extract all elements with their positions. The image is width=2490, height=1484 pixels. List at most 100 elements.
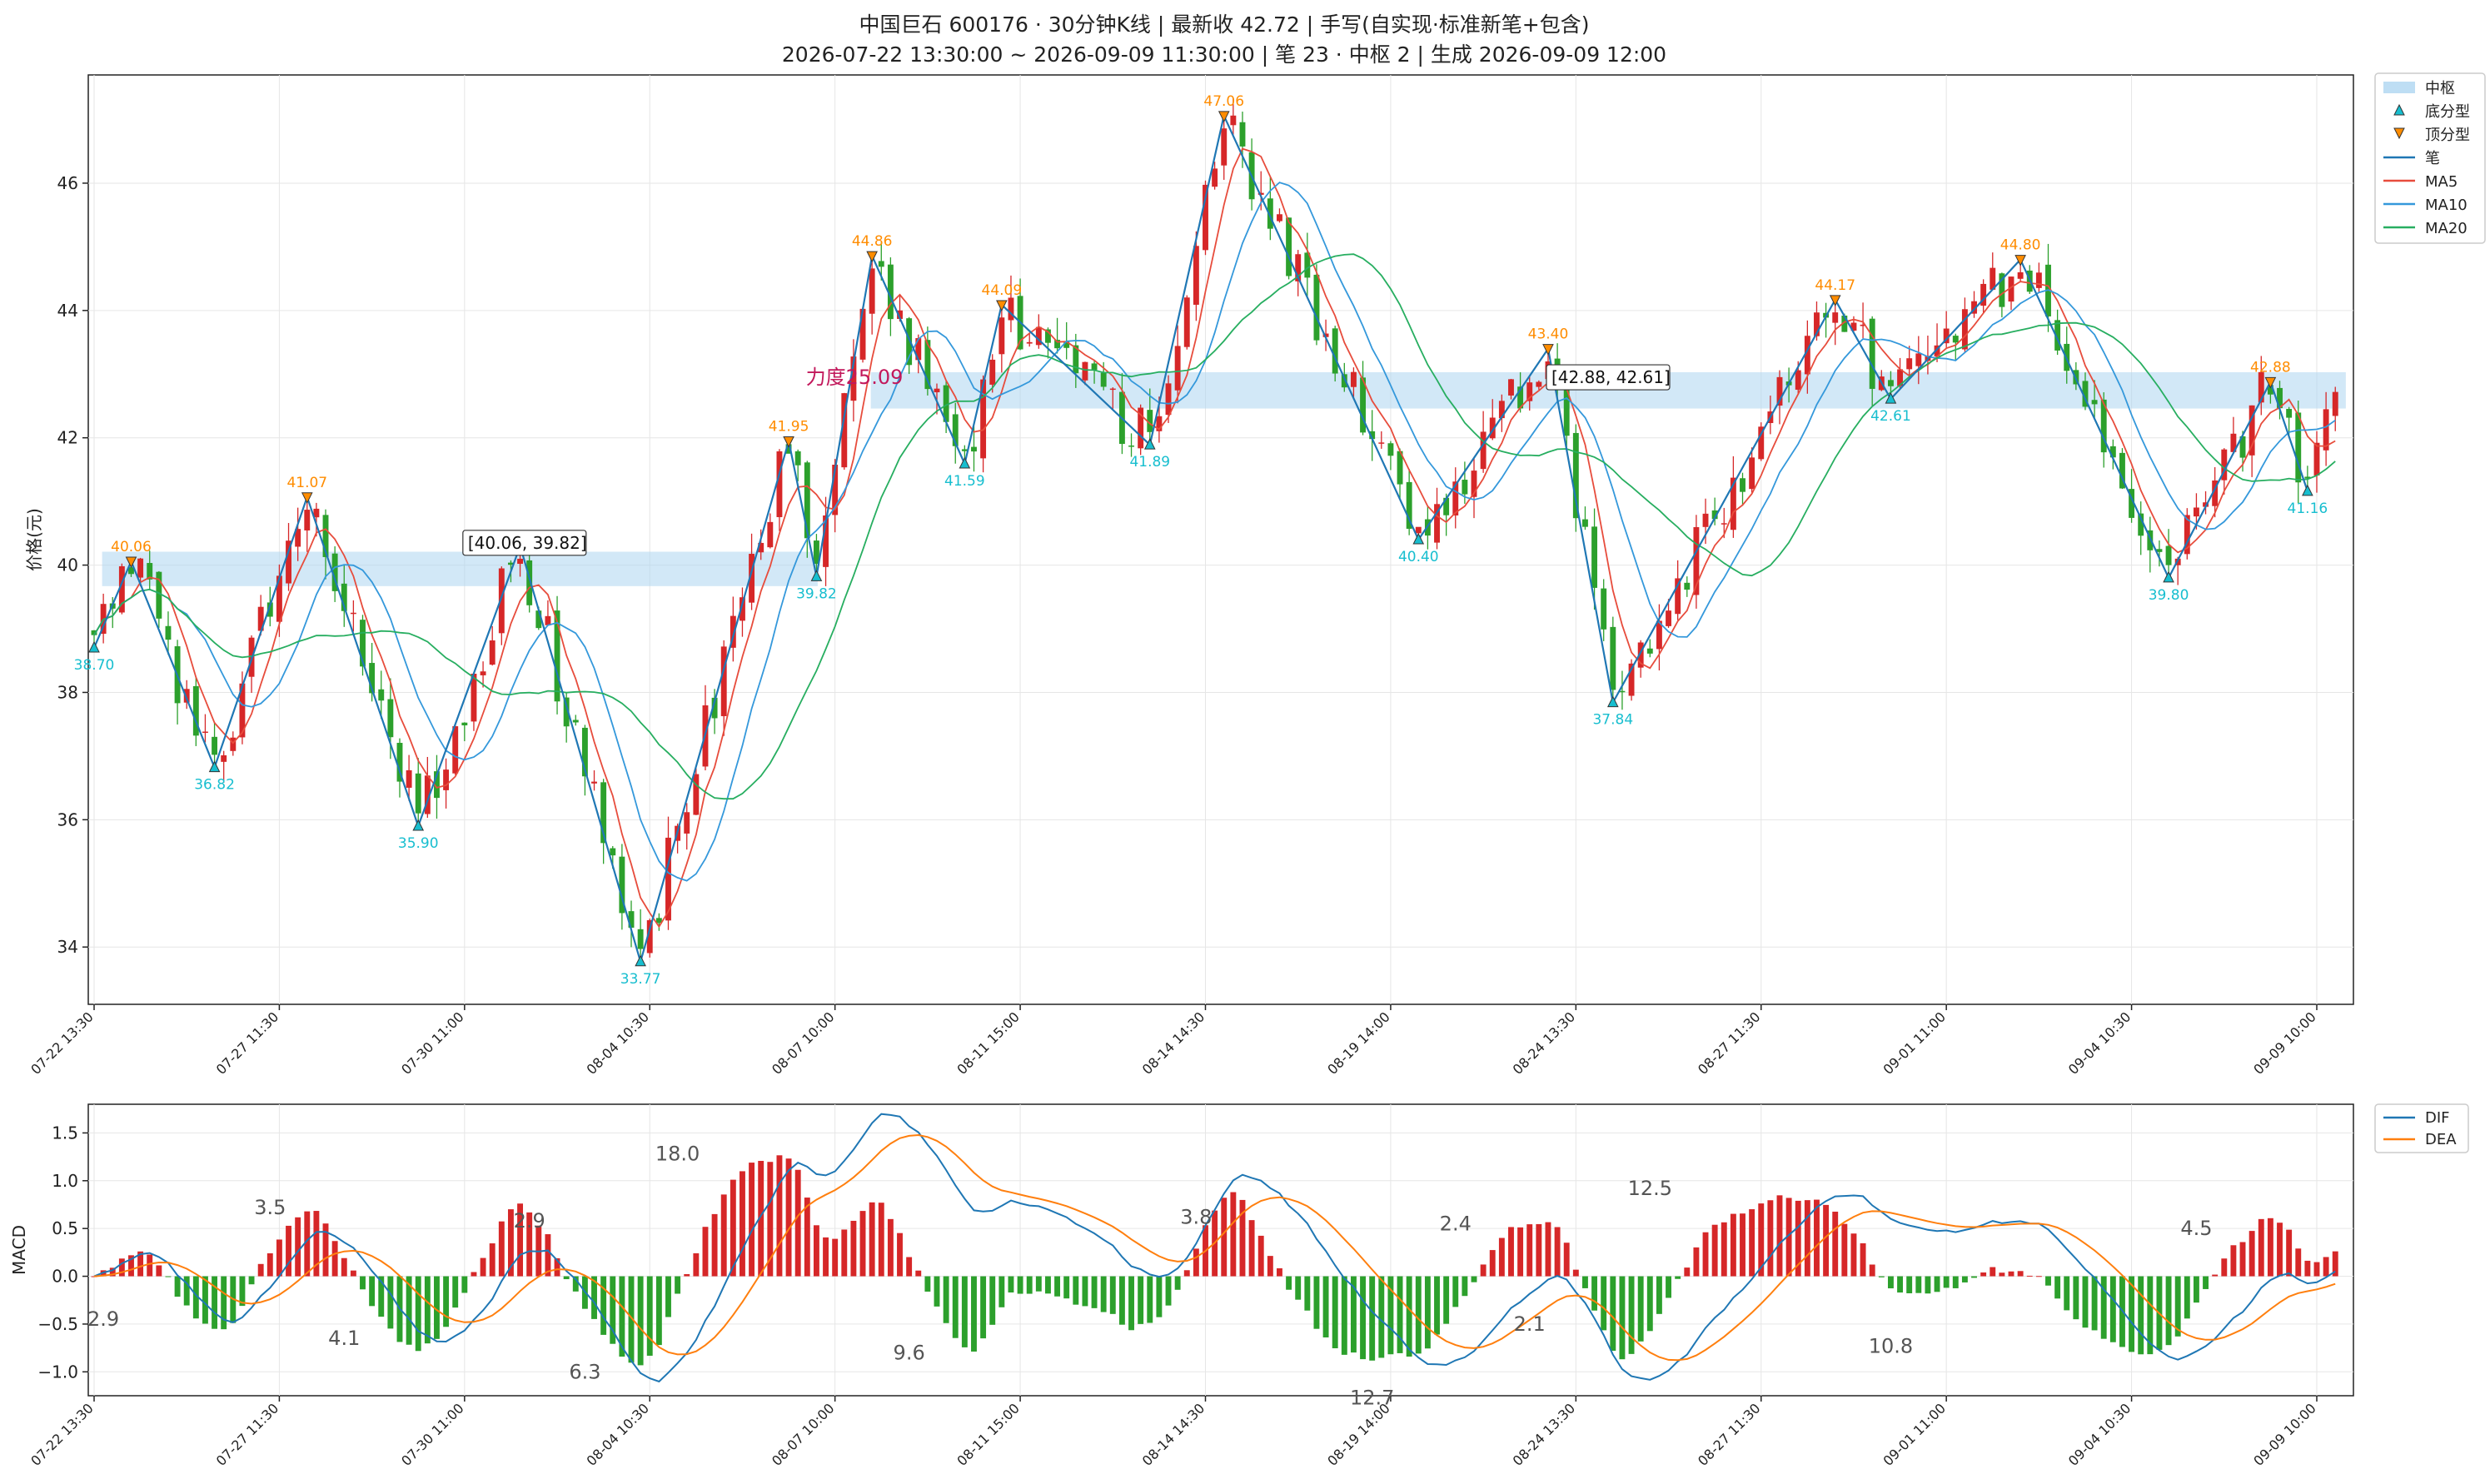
candle-body: [2332, 391, 2338, 416]
macd-hist-bar: [554, 1257, 560, 1277]
candle-body: [915, 338, 922, 361]
candle-body: [841, 393, 848, 468]
price-ytick-label: 34: [57, 937, 78, 957]
candle-body: [1193, 246, 1199, 305]
candle-body: [1952, 336, 1959, 343]
macd-xtick-label: 08-19 14:00: [1324, 1400, 1393, 1469]
macd-hist-bar: [637, 1276, 644, 1366]
candle-body: [2082, 381, 2089, 407]
bottom-fractal-marker: [1607, 695, 1619, 708]
macd-hist-bar: [2147, 1276, 2154, 1355]
price-ytick-label: 46: [57, 173, 78, 193]
candle-body: [221, 754, 227, 762]
top-fractal-label: 44.80: [2000, 237, 2041, 254]
candle-body: [156, 571, 162, 619]
macd-hist-bar: [887, 1218, 894, 1277]
price-xtick-label: 08-14 14:30: [1139, 1008, 1208, 1078]
macd-hist-bar: [600, 1276, 607, 1335]
macd-hist-bar: [1554, 1227, 1561, 1277]
candle-body: [1684, 582, 1691, 590]
macd-hist-bar: [1730, 1213, 1736, 1277]
candle-body: [758, 542, 764, 553]
macd-hist-bar: [971, 1276, 977, 1352]
candle-body: [1841, 315, 1848, 332]
macd-hist-bar: [507, 1209, 514, 1277]
macd-hist-bar: [1489, 1250, 1496, 1277]
macd-hist-bar: [1869, 1264, 1875, 1277]
macd-hist-bar: [221, 1276, 227, 1330]
macd-hist-bar: [1582, 1276, 1588, 1288]
macd-hist-bar: [1897, 1276, 1904, 1293]
candle-body: [2313, 442, 2320, 476]
macd-hist-bar: [1183, 1270, 1190, 1277]
ma5-line: [93, 147, 2336, 929]
macd-hist-bar: [156, 1265, 162, 1277]
macd-hist-bar: [239, 1276, 246, 1307]
price-xtick-label: 07-22 13:30: [27, 1008, 97, 1078]
macd-hist-bar: [498, 1221, 505, 1277]
candle-body: [1082, 361, 1088, 381]
candle-body: [1183, 297, 1190, 347]
candle-body: [545, 615, 551, 625]
candle-body: [2277, 387, 2283, 409]
macd-hist-bar: [2082, 1276, 2089, 1328]
macd-hist-bar: [906, 1257, 913, 1277]
candle-body: [286, 540, 291, 584]
candle-body: [600, 782, 607, 844]
candle-body: [1387, 443, 1394, 456]
macd-hist-bar: [1990, 1267, 1996, 1277]
top-fractal-label: 47.06: [1203, 93, 1244, 110]
bottom-fractal-marker: [88, 640, 100, 653]
candle-body: [610, 848, 616, 856]
candle-body: [572, 720, 579, 723]
candle-body: [2008, 276, 2014, 302]
macd-hist-bar: [1073, 1276, 1079, 1305]
zhongshu-band: [102, 551, 818, 586]
candle-body: [1999, 273, 2005, 307]
candle-body: [1277, 214, 1282, 222]
macd-hist-bar: [461, 1276, 468, 1293]
macd-hist-bar: [1128, 1276, 1134, 1331]
candle-body: [461, 722, 468, 726]
candle-body: [2248, 405, 2255, 456]
macd-hist-bar: [758, 1161, 764, 1277]
candle-body: [869, 268, 875, 314]
macd-hist-bar: [1295, 1276, 1302, 1300]
macd-hist-bar: [2313, 1262, 2320, 1277]
macd-hist-bar: [1434, 1276, 1440, 1335]
candle-body: [665, 837, 671, 921]
candle-body: [823, 515, 829, 567]
macd-hist-bar: [2054, 1276, 2061, 1299]
macd-hist-bar: [646, 1276, 653, 1356]
candle-body: [767, 521, 774, 548]
top-fractal-label: 44.17: [1815, 277, 1855, 294]
candle-body: [2193, 507, 2199, 517]
candle-body: [785, 444, 792, 454]
candle-body: [1109, 388, 1116, 391]
candle-body: [1091, 363, 1098, 371]
macd-hist-bar: [313, 1211, 320, 1277]
candle-body: [2156, 549, 2163, 552]
macd-hist-bar: [1044, 1276, 1051, 1294]
macd-hist-bar: [2193, 1276, 2199, 1303]
candle-body: [2258, 371, 2264, 403]
candle-body: [147, 563, 153, 580]
candle-body: [961, 449, 968, 451]
macd-xtick-label: 07-27 11:30: [213, 1400, 282, 1469]
candle-body: [1619, 690, 1626, 693]
candle-body: [998, 317, 1005, 355]
macd-hist-bar: [980, 1276, 987, 1339]
candle-body: [507, 562, 514, 565]
candle-body: [1257, 192, 1264, 195]
macd-hist-bar: [804, 1198, 810, 1277]
zhongshu-range-box: [462, 530, 587, 556]
bottom-fractal-label: 42.61: [1870, 408, 1911, 425]
candle-body: [1480, 431, 1487, 470]
legend-ma20: MA20: [2425, 220, 2468, 237]
candle-body: [230, 737, 237, 751]
macd-hist-bar: [1378, 1276, 1385, 1358]
macd-hist-bar: [693, 1252, 700, 1277]
macd-xtick-label: 08-11 15:00: [954, 1400, 1023, 1469]
candle-body: [1776, 376, 1783, 406]
macd-hist-bar: [192, 1276, 199, 1319]
